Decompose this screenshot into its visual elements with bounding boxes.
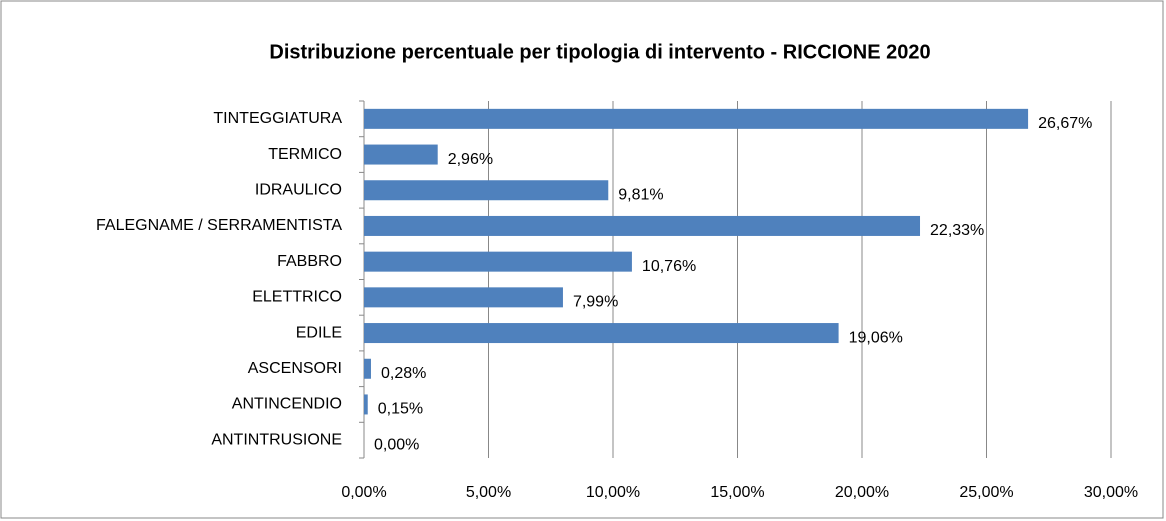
x-tick-label: 5,00% [466,484,511,501]
bar [364,215,921,236]
data-label: 19,06% [849,329,903,346]
x-tick-label: 25,00% [959,484,1013,501]
bar [364,323,839,344]
data-label: 0,15% [378,401,423,418]
x-tick-label: 15,00% [710,484,764,501]
y-tick-label: TERMICO [268,146,342,163]
bar [364,144,438,165]
data-label: 0,28% [381,365,426,382]
y-tick-label: FABBRO [277,253,342,270]
x-tick-label: 10,00% [586,484,640,501]
data-label: 22,33% [930,222,984,239]
data-label: 0,00% [374,436,419,453]
y-tick-label: ELETTRICO [252,289,342,306]
data-label: 7,99% [573,294,618,311]
bar [364,108,1029,129]
y-tick-label: ANTINCENDIO [232,396,342,413]
y-tick-label: EDILE [296,324,342,341]
x-tick-label: 20,00% [835,484,889,501]
y-tick-label: ANTINTRUSIONE [211,431,342,448]
bar [364,251,632,272]
data-label: 2,96% [448,151,493,168]
bar [364,358,371,379]
x-tick-label: 30,00% [1084,484,1138,501]
data-label: 26,67% [1038,115,1092,132]
data-label: 10,76% [642,258,696,275]
y-tick-label: FALEGNAME / SERRAMENTISTA [96,217,342,234]
y-tick-label: ASCENSORI [248,360,342,377]
data-label: 9,81% [618,186,663,203]
chart-title: Distribuzione percentuale per tipologia … [269,41,930,63]
bar [364,287,563,308]
bar [364,180,609,201]
y-tick-label: TINTEGGIATURA [213,110,342,127]
x-tick-label: 0,00% [341,484,386,501]
bar [364,394,368,415]
y-tick-label: IDRAULICO [255,181,342,198]
